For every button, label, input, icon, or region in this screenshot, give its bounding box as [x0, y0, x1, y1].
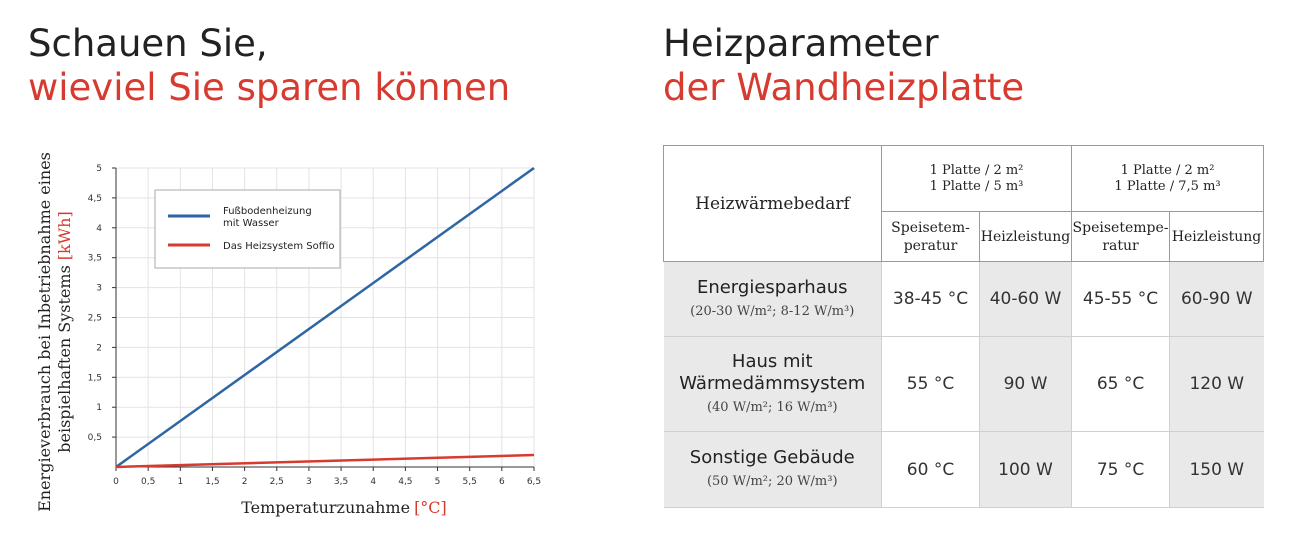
header-heating-power-2: Heizleistung	[1169, 211, 1265, 262]
row-spec: (40 W/m²; 16 W/m³)	[706, 399, 838, 415]
y-tick-label: 2,5	[88, 314, 102, 324]
cell-heating-power-2: 150 W	[1169, 431, 1264, 508]
x-axis-unit: [°C]	[414, 498, 447, 517]
y-tick-label: 0,5	[88, 433, 102, 443]
y-axis-label-line1: Energieverbrauch bei Inbetriebnahme eine…	[35, 152, 54, 512]
table-subheader-row: Speisetem- peratur Heizleistung Speisete…	[664, 211, 1265, 262]
x-tick-label: 1,5	[205, 477, 219, 487]
parameters-heading-line2: der Wandheizplatte	[663, 66, 1025, 109]
cell-supply-temperature-2: 45-55 °C	[1071, 261, 1171, 337]
y-axis-label-line2-text: beispielhaften Systems	[55, 265, 74, 453]
series-line-1	[115, 453, 535, 469]
legend-label-soffio: Das Heizsystem Soffio	[223, 241, 335, 252]
cell-heating-power-2: 60-90 W	[1169, 261, 1264, 337]
x-axis-label: Temperaturzunahme [°C]	[241, 498, 447, 517]
y-tick-label: 4,5	[88, 194, 102, 204]
y-axis-unit: [kWh]	[55, 211, 74, 260]
header-plate-group-2: 1 Platte / 2 m² 1 Platte / 7,5 m³	[1071, 145, 1265, 212]
y-tick-label: 1	[96, 403, 102, 413]
y-tick-label: 5	[96, 164, 102, 174]
legend-box	[154, 189, 341, 269]
y-axis-ticks: 0,5 1 1,5 2 2,5 3 3,5 4 4,5 5	[88, 164, 116, 443]
cell-heating-power-1: 90 W	[979, 336, 1073, 432]
x-tick-label: 5	[435, 477, 441, 487]
row-spec: (20-30 W/m²; 8-12 W/m³)	[690, 303, 855, 319]
cell-supply-temperature-1: 60 °C	[881, 431, 980, 508]
row-label: Haus mit Wärmedämmsystem (40 W/m²; 16 W/…	[663, 336, 882, 432]
table-row: Sonstige Gebäude (50 W/m²; 20 W/m³) 60 °…	[663, 431, 1264, 508]
cell-supply-temperature-1: 38-45 °C	[881, 261, 980, 337]
heating-parameters-table: Heizwärmebedarf 1 Platte / 2 m² 1 Platte…	[663, 145, 1265, 508]
y-tick-label: 3,5	[88, 254, 102, 264]
y-tick-label: 2	[96, 343, 102, 353]
cell-heating-power-2: 120 W	[1169, 336, 1264, 432]
legend-label-floor-heating-line1: Fußbodenheizung	[223, 206, 312, 217]
header-plate-group-1-line1: 1 Platte / 2 m²	[929, 162, 1024, 178]
cell-supply-temperature-1: 55 °C	[881, 336, 980, 432]
series-line-0	[115, 166, 535, 469]
header-plate-group-2-line2: 1 Platte / 7,5 m³	[1114, 178, 1221, 194]
x-tick-label: 2,5	[270, 477, 284, 487]
y-axis-label-line2: beispielhaften Systems [kWh]	[55, 211, 74, 452]
cell-heating-power-1: 100 W	[979, 431, 1073, 508]
y-tick-label: 1,5	[88, 373, 102, 383]
chart-series	[115, 166, 535, 469]
cell-heating-power-1: 40-60 W	[979, 261, 1073, 337]
header-supply-temperature-1: Speisetem- peratur	[881, 211, 980, 262]
header-plate-group-1-line2: 1 Platte / 5 m³	[929, 178, 1024, 194]
row-spec: (50 W/m²; 20 W/m³)	[706, 474, 838, 489]
row-name: Energiesparhaus	[696, 276, 848, 298]
row-name: Haus mit	[731, 350, 813, 372]
energy-consumption-chart: 0 0,5 1 1,5 2 2,5 3 3,5 4 4,5 5 5,5 6 6,5 0,5 1 1,5 2 2,5…	[35, 152, 541, 517]
parameters-heading: Heizparameter der Wandheizplatte	[663, 22, 1024, 110]
cell-supply-temperature-2: 65 °C	[1071, 336, 1171, 432]
cell-supply-temperature-2: 75 °C	[1071, 431, 1171, 508]
table-row: Haus mit Wärmedämmsystem (40 W/m²; 16 W/…	[663, 336, 1264, 432]
header-supply-temperature-1-line1: Speisetem-	[891, 219, 970, 236]
x-tick-label: 5,5	[463, 477, 477, 487]
x-tick-label: 0,5	[141, 477, 155, 487]
row-label: Energiesparhaus (20-30 W/m²; 8-12 W/m³)	[663, 261, 882, 337]
table-row: Energiesparhaus (20-30 W/m²; 8-12 W/m³) …	[663, 261, 1264, 337]
row-name: Sonstige Gebäude	[689, 447, 855, 468]
header-heating-power-1: Heizleistung	[978, 211, 1073, 262]
x-tick-label: 4	[370, 477, 376, 487]
header-supply-temperature-1-line2: peratur	[903, 237, 958, 254]
row-label: Sonstige Gebäude (50 W/m²; 20 W/m³)	[663, 431, 882, 508]
x-tick-label: 6	[499, 477, 505, 487]
savings-heading: Schauen Sie, wieviel Sie sparen können	[28, 22, 510, 110]
x-tick-label: 3	[306, 477, 312, 487]
header-supply-temperature-2-line1: Speisetempe-	[1072, 219, 1169, 236]
x-tick-label: 4,5	[398, 477, 412, 487]
y-axis-label: Energieverbrauch bei Inbetriebnahme eine…	[35, 152, 74, 512]
header-supply-temperature-2-line2: ratur	[1102, 237, 1139, 254]
x-tick-label: 2	[242, 477, 248, 487]
table-header-row: Heizwärmebedarf 1 Platte / 2 m² 1 Platte…	[663, 145, 1265, 262]
savings-heading-line2: wieviel Sie sparen können	[28, 66, 511, 109]
y-tick-label: 3	[96, 284, 102, 294]
header-plate-group-1: 1 Platte / 2 m² 1 Platte / 5 m³	[880, 145, 1073, 212]
parameters-heading-line1: Heizparameter	[663, 22, 939, 65]
legend-label-floor-heating-line2: mit Wasser	[223, 218, 280, 229]
x-tick-label: 6,5	[527, 477, 541, 487]
row-name-line2: Wärmedämmsystem	[679, 372, 866, 394]
savings-heading-line1: Schauen Sie,	[28, 22, 268, 65]
x-tick-label: 1	[177, 477, 183, 487]
x-tick-label: 3,5	[334, 477, 348, 487]
x-axis-ticks: 0 0,5 1 1,5 2 2,5 3 3,5 4 4,5 5 5,5 6 6,5	[113, 467, 541, 487]
x-tick-label: 0	[113, 477, 119, 487]
header-plate-group-2-line1: 1 Platte / 2 m²	[1120, 162, 1215, 178]
chart-legend: Fußbodenheizung mit Wasser Das Heizsyste…	[154, 189, 341, 269]
header-heat-demand: Heizwärmebedarf	[663, 145, 882, 262]
y-tick-label: 4	[96, 224, 102, 234]
x-axis-label-text: Temperaturzunahme	[241, 498, 410, 517]
header-supply-temperature-2: Speisetempe- ratur	[1071, 211, 1171, 262]
